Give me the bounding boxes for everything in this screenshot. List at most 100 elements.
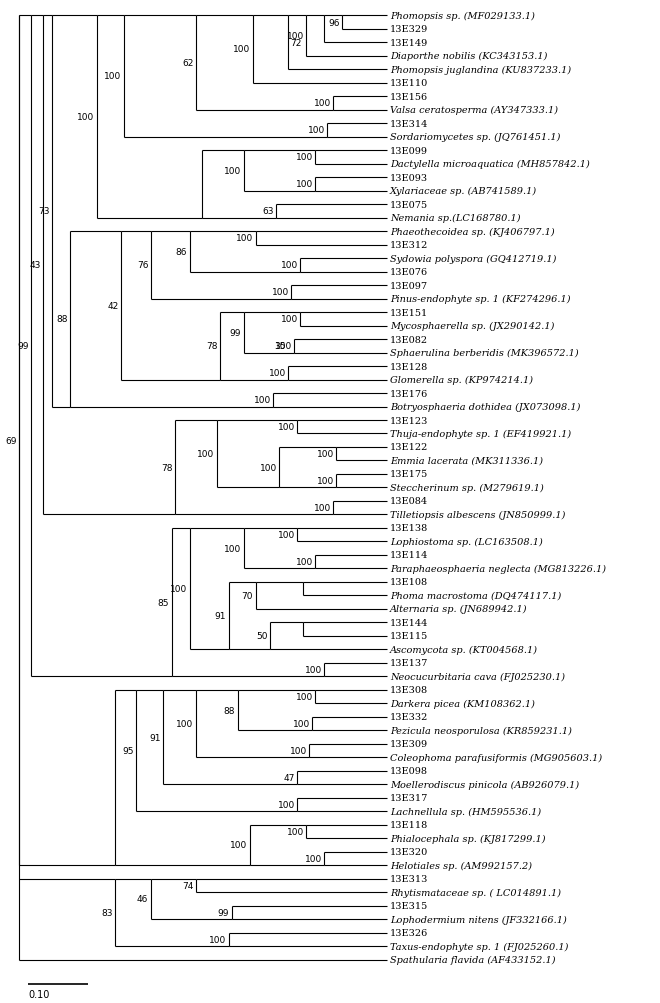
Text: 13E098: 13E098	[390, 766, 428, 775]
Text: 100: 100	[230, 841, 247, 850]
Text: 13E176: 13E176	[390, 389, 428, 398]
Text: Emmia lacerata (MK311336.1): Emmia lacerata (MK311336.1)	[390, 456, 543, 465]
Text: Phomopsis juglandina (KU837233.1): Phomopsis juglandina (KU837233.1)	[390, 65, 572, 74]
Text: Alternaria sp. (JN689942.1): Alternaria sp. (JN689942.1)	[390, 605, 527, 614]
Text: 13E075: 13E075	[390, 201, 428, 210]
Text: Tilletiopsis albescens (JN850999.1): Tilletiopsis albescens (JN850999.1)	[390, 511, 566, 520]
Text: 13E099: 13E099	[390, 146, 428, 155]
Text: Thuja-endophyte sp. 1 (EF419921.1): Thuja-endophyte sp. 1 (EF419921.1)	[390, 429, 572, 438]
Text: 13E320: 13E320	[390, 848, 428, 857]
Text: Paraphaeosphaeria neglecta (MG813226.1): Paraphaeosphaeria neglecta (MG813226.1)	[390, 565, 606, 574]
Text: Sydowia polyspora (GQ412719.1): Sydowia polyspora (GQ412719.1)	[390, 255, 556, 264]
Text: Phoma macrostoma (DQ474117.1): Phoma macrostoma (DQ474117.1)	[390, 592, 562, 600]
Text: 100: 100	[286, 32, 304, 41]
Text: 35: 35	[275, 342, 286, 351]
Text: Valsa ceratosperma (AY347333.1): Valsa ceratosperma (AY347333.1)	[390, 106, 558, 115]
Text: 13E114: 13E114	[390, 551, 428, 560]
Text: Ascomycota sp. (KT004568.1): Ascomycota sp. (KT004568.1)	[390, 645, 538, 654]
Text: 13E175: 13E175	[390, 470, 428, 479]
Text: 100: 100	[176, 719, 193, 728]
Text: 0.10: 0.10	[28, 989, 50, 999]
Text: 13E315: 13E315	[390, 902, 428, 911]
Text: 13E093: 13E093	[390, 174, 428, 183]
Text: 83: 83	[101, 908, 112, 917]
Text: 13E115: 13E115	[390, 632, 428, 641]
Text: 99: 99	[17, 342, 29, 351]
Text: Botryosphaeria dothidea (JX073098.1): Botryosphaeria dothidea (JX073098.1)	[390, 402, 581, 411]
Text: 13E144: 13E144	[390, 618, 428, 627]
Text: Nemania sp.(LC168780.1): Nemania sp.(LC168780.1)	[390, 214, 521, 223]
Text: 100: 100	[197, 449, 214, 458]
Text: Rhytismataceae sp. ( LC014891.1): Rhytismataceae sp. ( LC014891.1)	[390, 888, 561, 897]
Text: 100: 100	[317, 476, 334, 485]
Text: 13E156: 13E156	[390, 92, 428, 101]
Text: 78: 78	[206, 342, 217, 351]
Text: 100: 100	[170, 585, 187, 594]
Text: 13E151: 13E151	[390, 308, 428, 317]
Text: 13E076: 13E076	[390, 268, 428, 277]
Text: 100: 100	[224, 166, 241, 176]
Text: 100: 100	[278, 531, 295, 540]
Text: 13E084: 13E084	[390, 496, 428, 506]
Text: Lophiostoma sp. (LC163508.1): Lophiostoma sp. (LC163508.1)	[390, 538, 543, 547]
Text: 100: 100	[209, 935, 226, 944]
Text: 100: 100	[314, 99, 331, 108]
Text: 63: 63	[263, 208, 274, 217]
Text: 88: 88	[224, 706, 235, 715]
Text: Taxus-endophyte sp. 1 (FJ025260.1): Taxus-endophyte sp. 1 (FJ025260.1)	[390, 942, 568, 951]
Text: 100: 100	[292, 719, 310, 728]
Text: Phialocephala sp. (KJ817299.1): Phialocephala sp. (KJ817299.1)	[390, 833, 546, 843]
Text: 100: 100	[296, 558, 313, 567]
Text: Pezicula neosporulosa (KR859231.1): Pezicula neosporulosa (KR859231.1)	[390, 726, 572, 735]
Text: 13E118: 13E118	[390, 820, 428, 829]
Text: 100: 100	[272, 288, 289, 297]
Text: Moellerodiscus pinicola (AB926079.1): Moellerodiscus pinicola (AB926079.1)	[390, 780, 579, 789]
Text: 100: 100	[317, 449, 334, 458]
Text: 100: 100	[236, 234, 253, 243]
Text: 13E082: 13E082	[390, 335, 428, 344]
Text: 91: 91	[214, 612, 226, 621]
Text: 100: 100	[308, 126, 325, 135]
Text: 13E314: 13E314	[390, 119, 428, 128]
Text: 100: 100	[280, 261, 298, 270]
Text: 72: 72	[290, 39, 302, 48]
Text: Lachnellula sp. (HM595536.1): Lachnellula sp. (HM595536.1)	[390, 806, 541, 816]
Text: Mycosphaerella sp. (JX290142.1): Mycosphaerella sp. (JX290142.1)	[390, 322, 554, 331]
Text: 88: 88	[56, 315, 68, 324]
Text: 13E110: 13E110	[390, 79, 428, 88]
Text: 13E128: 13E128	[390, 362, 428, 371]
Text: 78: 78	[161, 463, 172, 472]
Text: 70: 70	[242, 592, 253, 600]
Text: Phaeothecoidea sp. (KJ406797.1): Phaeothecoidea sp. (KJ406797.1)	[390, 228, 555, 237]
Text: 100: 100	[296, 153, 313, 162]
Text: 100: 100	[260, 463, 277, 472]
Text: 13E332: 13E332	[390, 712, 428, 721]
Text: 46: 46	[137, 895, 148, 904]
Text: 47: 47	[284, 773, 295, 782]
Text: 100: 100	[224, 544, 241, 553]
Text: 100: 100	[296, 181, 313, 190]
Text: Phomopsis sp. (MF029133.1): Phomopsis sp. (MF029133.1)	[390, 12, 535, 21]
Text: 13E138: 13E138	[390, 524, 428, 533]
Text: 13E108: 13E108	[390, 578, 428, 587]
Text: 13E309: 13E309	[390, 739, 428, 748]
Text: 99: 99	[218, 908, 229, 917]
Text: 42: 42	[108, 302, 119, 311]
Text: 13E326: 13E326	[390, 928, 428, 937]
Text: 13E329: 13E329	[390, 25, 428, 34]
Text: 100: 100	[77, 113, 94, 121]
Text: 100: 100	[104, 72, 121, 81]
Text: 13E317: 13E317	[390, 793, 428, 802]
Text: 99: 99	[230, 329, 241, 337]
Text: 100: 100	[278, 800, 295, 809]
Text: 100: 100	[269, 369, 286, 378]
Text: Coleophoma parafusiformis (MG905603.1): Coleophoma parafusiformis (MG905603.1)	[390, 753, 602, 762]
Text: 100: 100	[290, 746, 307, 755]
Text: Spathularia flavida (AF433152.1): Spathularia flavida (AF433152.1)	[390, 955, 556, 964]
Text: 13E312: 13E312	[390, 241, 428, 250]
Text: 100: 100	[280, 315, 298, 324]
Text: 13E149: 13E149	[390, 39, 428, 48]
Text: 91: 91	[149, 733, 160, 742]
Text: Sordariomycetes sp. (JQ761451.1): Sordariomycetes sp. (JQ761451.1)	[390, 133, 560, 142]
Text: Glomerella sp. (KP974214.1): Glomerella sp. (KP974214.1)	[390, 375, 533, 385]
